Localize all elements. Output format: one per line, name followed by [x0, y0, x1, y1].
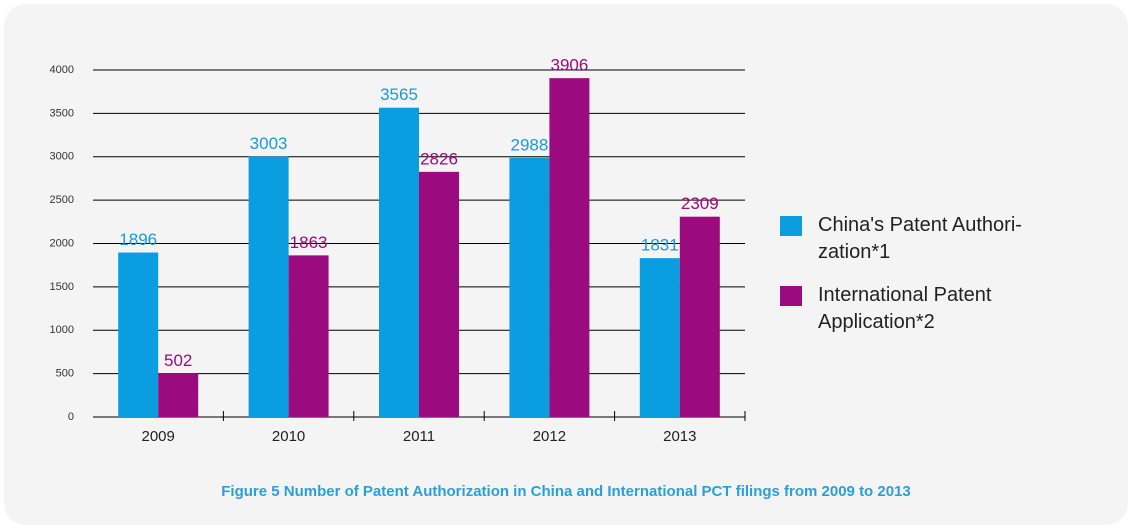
data-label: 3906 — [550, 56, 588, 75]
y-tick-label: 2000 — [50, 237, 74, 249]
legend-label: China's Patent Authori­zation*1 — [818, 214, 1022, 263]
data-label: 502 — [164, 351, 192, 370]
y-tick-label: 1500 — [50, 281, 74, 293]
bar — [639, 258, 680, 417]
legend-swatch — [780, 216, 802, 236]
legend-swatch — [780, 286, 802, 306]
data-label: 2988 — [510, 135, 548, 154]
x-tick-label: 2009 — [142, 428, 175, 445]
bar — [288, 255, 329, 417]
bar — [419, 171, 459, 417]
data-label: 2309 — [681, 194, 719, 213]
legend-item: China's Patent Authori­zation*1 — [780, 212, 1080, 266]
x-tick-label: 2013 — [663, 428, 696, 445]
bar — [118, 252, 159, 417]
y-tick-label: 3000 — [50, 151, 74, 163]
data-label: 1896 — [119, 230, 157, 249]
legend-label: International Patent Application*2 — [818, 284, 992, 333]
y-tick-label: 3500 — [50, 107, 74, 119]
bar — [158, 373, 199, 417]
bar — [549, 78, 590, 417]
bar — [509, 157, 550, 417]
legend: China's Patent Authori­zation*1 Internati… — [780, 212, 1080, 352]
legend-item: International Patent Application*2 — [780, 282, 1080, 336]
bar — [679, 216, 720, 417]
x-tick-label: 2011 — [403, 428, 435, 445]
data-label: 2826 — [420, 149, 458, 168]
y-tick-label: 2500 — [50, 194, 74, 206]
data-label: 3565 — [380, 85, 418, 104]
chart-title: Figure 5 Number of Patent Authorization … — [221, 483, 911, 500]
y-tick-label: 500 — [56, 368, 74, 380]
data-label: 3003 — [250, 134, 288, 153]
bar — [248, 156, 289, 417]
bar — [379, 107, 419, 417]
x-tick-label: 2010 — [272, 428, 305, 445]
y-tick-label: 0 — [68, 411, 74, 423]
y-tick-label: 1000 — [50, 324, 74, 336]
y-tick-label: 4000 — [50, 64, 74, 76]
data-label: 1831 — [641, 236, 679, 255]
data-label: 1863 — [290, 233, 328, 252]
x-tick-label: 2012 — [533, 428, 566, 445]
